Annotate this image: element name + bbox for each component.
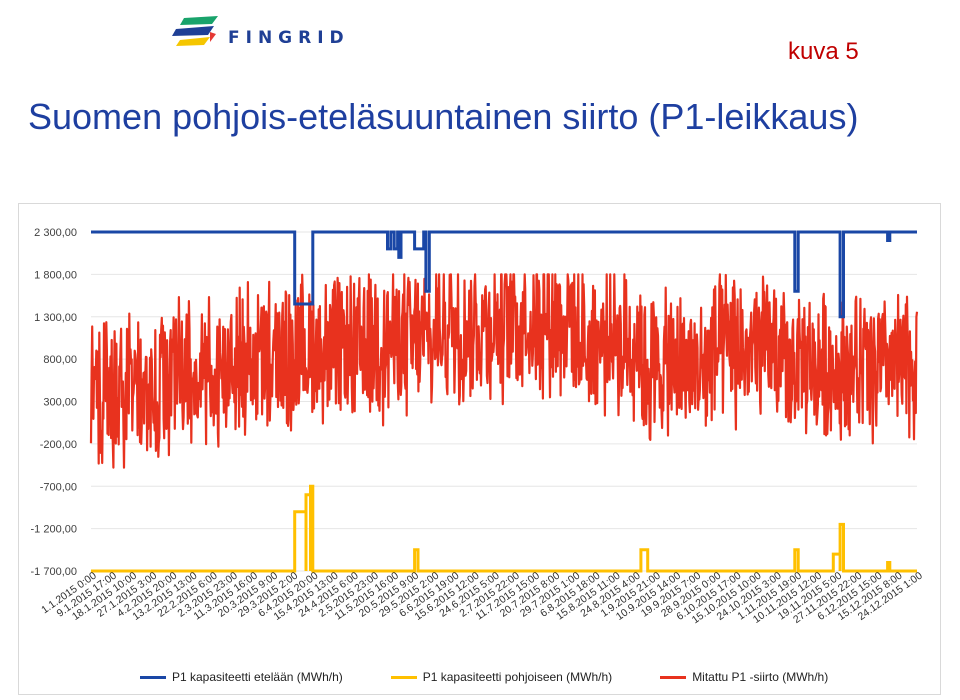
legend-item: P1 kapasiteetti etelään (MWh/h) xyxy=(140,670,343,684)
series-line-north-capacity xyxy=(91,484,917,573)
chart-area: 2 300,00 1 800,00 1 300,00 800,00 300,00 -200… xyxy=(18,203,941,695)
y-tick-label: 2 300,00 xyxy=(34,227,77,239)
line-chart: 2 300,00 1 800,00 1 300,00 800,00 300,00 -200… xyxy=(31,227,925,626)
y-tick-label: 1 800,00 xyxy=(34,269,77,281)
legend-item: Mitattu P1 -siirto (MWh/h) xyxy=(660,670,828,684)
legend-label: Mitattu P1 -siirto (MWh/h) xyxy=(692,670,829,684)
figure-label: kuva 5 xyxy=(788,38,859,65)
page-title: Suomen pohjois-eteläsuuntainen siirto (P… xyxy=(28,96,859,137)
fingrid-logo: FINGRID xyxy=(172,16,350,48)
chart-legend: P1 kapasiteetti etelään (MWh/h) P1 kapasi… xyxy=(140,666,900,688)
y-tick-label: 800,00 xyxy=(43,354,77,366)
y-tick-label: -1 200,00 xyxy=(31,524,77,536)
fingrid-logo-text: FINGRID xyxy=(228,28,350,48)
y-tick-label: -1 700,00 xyxy=(31,566,77,578)
series-line-measured xyxy=(89,273,919,469)
legend-item: P1 kapasiteetti pohjoiseen (MWh/h) xyxy=(390,670,613,684)
legend-label: P1 kapasiteetti etelään (MWh/h) xyxy=(172,670,343,684)
y-tick-label: 300,00 xyxy=(43,397,77,409)
y-tick-label: -200,00 xyxy=(40,439,77,451)
legend-label: P1 kapasiteetti pohjoiseen (MWh/h) xyxy=(422,670,613,684)
fingrid-logo-mark xyxy=(172,16,218,46)
y-tick-label: 1 300,00 xyxy=(34,312,77,324)
legend-swatch xyxy=(660,675,687,679)
legend-swatch xyxy=(390,675,417,679)
legend-swatch xyxy=(140,675,166,679)
series-line-south-capacity xyxy=(91,230,917,319)
y-tick-label: -700,00 xyxy=(40,481,77,493)
